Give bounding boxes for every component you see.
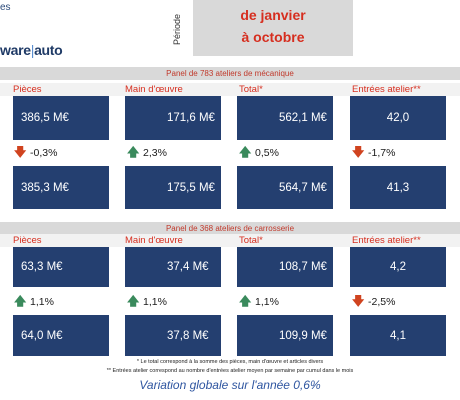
period-line-2: à octobre	[241, 29, 305, 45]
bodyshop-entries-value-current: 4,1	[350, 315, 446, 356]
mechanic-column-headers: Pièces Main d'œuvre Total* Entrées ateli…	[0, 83, 460, 96]
bodyshop-panel-title: Panel de 368 ateliers de carrosserie	[0, 222, 460, 235]
mechanic-panel-title: Panel de 783 ateliers de mécanique	[0, 67, 460, 80]
arrow-up-icon: 🡅	[127, 144, 140, 159]
variation-value: 1,1%	[30, 296, 54, 308]
column-header-labor: Main d'œuvre	[125, 235, 183, 246]
variation-value: -0,3%	[30, 147, 58, 159]
bodyshop-total-value-prev: 108,7 M€	[237, 247, 333, 287]
arrow-down-icon: 🡇	[352, 144, 365, 159]
mechanic-labor-variation: 🡅 2,3%	[127, 145, 167, 161]
footnote-total: * Le total correspond à la somme des piè…	[136, 359, 324, 365]
bodyshop-entries-variation: 🡇 -2,5%	[352, 294, 395, 310]
variation-value: 2,3%	[143, 147, 167, 159]
period-line-1: de janvier	[240, 7, 306, 23]
column-header-workshop-entries: Entrées atelier**	[352, 84, 421, 95]
column-header-labor: Main d'œuvre	[125, 84, 183, 95]
bodyshop-entries-value-prev: 4,2	[350, 247, 446, 287]
column-header-total: Total*	[239, 235, 263, 246]
column-header-parts: Pièces	[13, 84, 42, 95]
variation-value: 1,1%	[255, 296, 279, 308]
global-variation-summary: Variation globale sur l'année 0,6%	[139, 378, 321, 392]
arrow-up-icon: 🡅	[14, 293, 27, 308]
footnote-workshop-entries: ** Entrées atelier correspond au nombre …	[106, 368, 354, 374]
mechanic-labor-value-current: 175,5 M€	[125, 166, 221, 209]
mechanic-total-value-prev: 562,1 M€	[237, 96, 333, 140]
column-header-parts: Pièces	[13, 235, 42, 246]
mechanic-total-value-current: 564,7 M€	[237, 166, 333, 209]
logo-left: ware	[0, 42, 31, 58]
variation-value: 0,5%	[255, 147, 279, 159]
arrow-up-icon: 🡅	[127, 293, 140, 308]
column-header-total: Total*	[239, 84, 263, 95]
variation-value: -1,7%	[368, 147, 396, 159]
bodyshop-labor-value-current: 37,8 M€	[125, 315, 221, 356]
mechanic-entries-value-prev: 42,0	[350, 96, 446, 140]
mechanic-labor-value-prev: 171,6 M€	[125, 96, 221, 140]
logo-right: auto	[34, 42, 63, 58]
mechanic-total-variation: 🡅 0,5%	[239, 145, 279, 161]
mechanic-parts-value-prev: 386,5 M€	[13, 96, 109, 140]
column-header-workshop-entries: Entrées atelier**	[352, 235, 421, 246]
logo-separator: |	[30, 42, 35, 58]
bodyshop-total-variation: 🡅 1,1%	[239, 294, 279, 310]
arrow-up-icon: 🡅	[239, 293, 252, 308]
bodyshop-parts-variation: 🡅 1,1%	[14, 294, 54, 310]
variation-value: 1,1%	[143, 296, 167, 308]
bodyshop-parts-value-current: 64,0 M€	[13, 315, 109, 356]
arrow-up-icon: 🡅	[239, 144, 252, 159]
brand-logo: ware|auto	[0, 42, 63, 58]
mechanic-parts-variation: 🡇 -0,3%	[14, 145, 57, 161]
variation-value: -2,5%	[368, 296, 396, 308]
period-label: Période	[172, 13, 182, 45]
mechanic-entries-value-current: 41,3	[350, 166, 446, 209]
mechanic-parts-value-current: 385,3 M€	[13, 166, 109, 209]
arrow-down-icon: 🡇	[352, 293, 365, 308]
arrow-down-icon: 🡇	[14, 144, 27, 159]
period-box: de janvier à octobre	[193, 0, 353, 56]
bodyshop-labor-value-prev: 37,4 M€	[125, 247, 221, 287]
header-text-fragment: es	[0, 2, 11, 13]
bodyshop-total-value-current: 109,9 M€	[237, 315, 333, 356]
mechanic-entries-variation: 🡇 -1,7%	[352, 145, 395, 161]
bodyshop-parts-value-prev: 63,3 M€	[13, 247, 109, 287]
bodyshop-column-headers: Pièces Main d'œuvre Total* Entrées ateli…	[0, 234, 460, 247]
bodyshop-labor-variation: 🡅 1,1%	[127, 294, 167, 310]
